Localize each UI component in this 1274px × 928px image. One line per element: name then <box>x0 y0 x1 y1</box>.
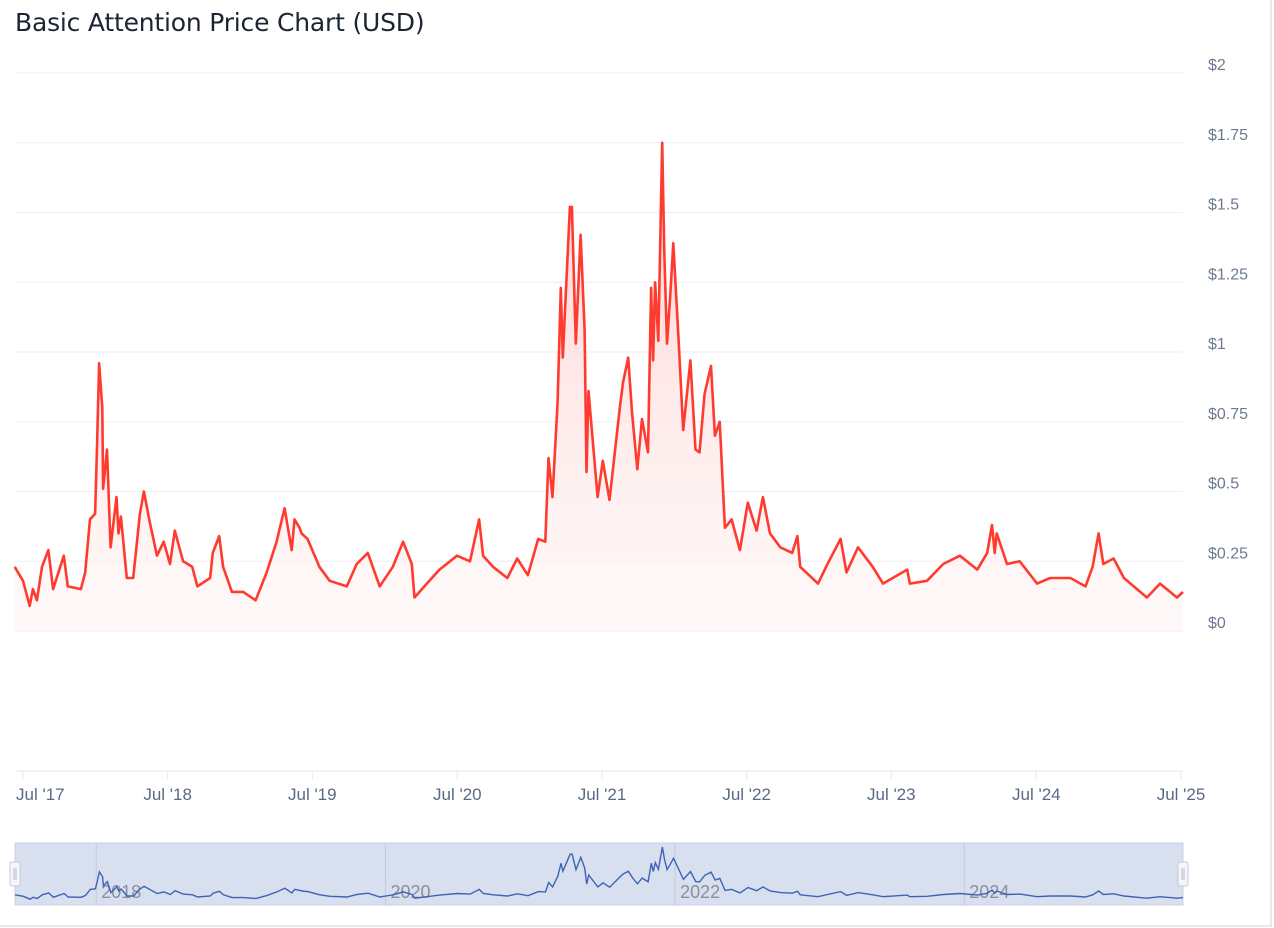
navigator-year-label: 2020 <box>390 882 430 902</box>
y-tick-label: $1.5 <box>1208 197 1239 214</box>
y-tick-label: $1 <box>1208 336 1226 353</box>
x-axis-ticks: Jul '17 Jul '18 Jul '19 Jul '20 Jul '21 Jul '… <box>16 771 1205 804</box>
x-tick-label: Jul '19 <box>288 785 337 804</box>
y-tick-label: $0.25 <box>1208 545 1248 562</box>
y-tick-label: $1.75 <box>1208 127 1248 144</box>
navigator[interactable]: 2018 2020 2022 2024 <box>9 842 1189 906</box>
navigator-selected-range[interactable] <box>14 842 1184 906</box>
x-tick-label: Jul '24 <box>1012 785 1061 804</box>
y-tick-label: $0.5 <box>1208 476 1239 493</box>
price-area-fill <box>14 142 1184 632</box>
y-tick-label: $1.25 <box>1208 266 1248 283</box>
y-tick-label: $2 <box>1208 57 1226 74</box>
navigator-year-label: 2022 <box>680 882 720 902</box>
x-tick-label: Jul '17 <box>16 785 65 804</box>
x-tick-label: Jul '25 <box>1157 785 1206 804</box>
x-tick-label: Jul '20 <box>433 785 482 804</box>
x-tick-label: Jul '18 <box>143 785 192 804</box>
chart-title: Basic Attention Price Chart (USD) <box>15 8 425 37</box>
x-tick-label: Jul '21 <box>578 785 627 804</box>
y-tick-label: $0.75 <box>1208 406 1248 423</box>
navigator-line <box>14 846 1184 900</box>
y-tick-label: $0 <box>1208 615 1226 632</box>
y-axis-labels: $0 $0.25 $0.5 $0.75 $1 $1.25 $1.5 $1.75 $2 <box>1208 57 1248 632</box>
x-tick-label: Jul '22 <box>722 785 771 804</box>
navigator-right-handle[interactable] <box>1177 861 1189 887</box>
navigator-left-handle[interactable] <box>9 861 21 887</box>
price-line <box>13 141 1184 608</box>
navigator-year-label: 2018 <box>101 882 141 902</box>
x-tick-label: Jul '23 <box>867 785 916 804</box>
